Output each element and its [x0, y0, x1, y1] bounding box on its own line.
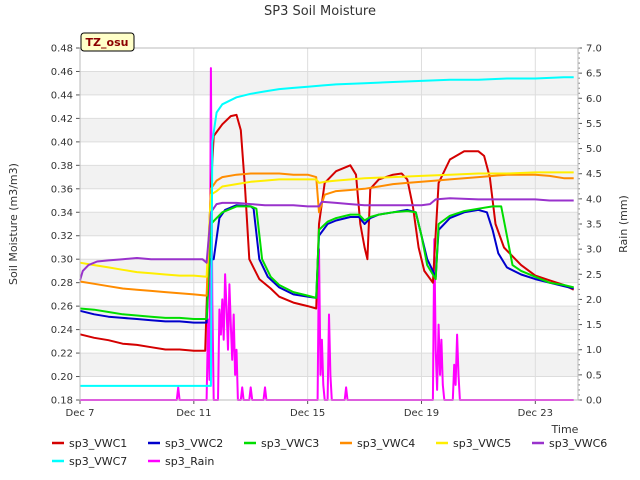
y-tick-label: 0.20 [51, 372, 73, 383]
y2-tick-label: 6.0 [586, 94, 602, 105]
y2-tick-label: 5.0 [586, 144, 602, 155]
y2-tick-label: 7.0 [586, 44, 602, 55]
y2-tick-label: 0.0 [586, 396, 602, 407]
x-tick-label: Dec 23 [518, 408, 553, 419]
series-line-sp3-vwc4 [79, 172, 574, 297]
x-tick-label: Dec 11 [176, 408, 211, 419]
y-tick-label: 0.46 [51, 67, 73, 78]
station-badge-label: TZ_osu [86, 36, 129, 49]
y-tick-label: 0.22 [51, 349, 73, 360]
y-tick-label: 0.18 [51, 396, 73, 407]
y-tick-label: 0.44 [51, 90, 73, 101]
series-line-sp3-vwc7 [80, 76, 574, 387]
y-tick-label: 0.28 [51, 278, 73, 289]
grid-band [80, 188, 578, 213]
y2-tick-label: 5.5 [586, 119, 602, 130]
legend-label: sp3_VWC6 [549, 437, 607, 450]
series-lines [79, 67, 575, 401]
y2-tick-label: 6.5 [586, 69, 602, 80]
x-tick-label: Dec 19 [404, 408, 439, 419]
y2-tick-label: 3.5 [586, 220, 602, 231]
series-line-sp3-vwc1 [79, 113, 575, 352]
grid-band [80, 376, 578, 400]
y-tick-label: 0.48 [51, 44, 73, 55]
y2-tick-label: 4.0 [586, 194, 602, 205]
series-line-sp3-vwc6 [79, 197, 574, 281]
chart-title: SP3 Soil Moisture [264, 4, 376, 19]
legend-label: sp3_VWC3 [261, 437, 319, 450]
y-tick-label: 0.38 [51, 161, 73, 172]
grid-band [80, 118, 578, 142]
y2-tick-label: 0.5 [586, 370, 602, 381]
x-axis-label: Time [551, 423, 579, 436]
legend-label: sp3_VWC4 [357, 437, 415, 450]
series-line-sp3-vwc2 [79, 204, 574, 324]
y-tick-label: 0.34 [51, 208, 73, 219]
legend: sp3_VWC1 sp3_VWC2 sp3_VWC3 sp3_VWC4 sp3_VWC5… [52, 437, 607, 468]
grid-band [80, 235, 578, 260]
y-tick-label: 0.24 [51, 325, 73, 336]
y2-tick-label: 2.5 [586, 270, 602, 281]
grid-band [80, 48, 578, 72]
legend-label: sp3_VWC1 [69, 437, 127, 450]
y-tick-label: 0.30 [51, 255, 73, 266]
y2-tick-label: 4.5 [586, 169, 602, 180]
grid-band [80, 71, 578, 95]
y2-tick-label: 1.5 [586, 320, 602, 331]
y-tick-label: 0.36 [51, 184, 73, 195]
plot-frame [79, 47, 579, 401]
legend-label: sp3_VWC2 [165, 437, 223, 450]
station-badge: TZ_osu [80, 32, 135, 52]
series-line-sp3-vwc3 [79, 205, 574, 320]
y-axis-ticks: 0.18 0.20 0.22 0.24 0.26 0.28 0.30 0.32 0.34 0.36… [51, 44, 80, 407]
y-tick-label: 0.40 [51, 137, 73, 148]
grid-band [80, 282, 578, 307]
grid-band [80, 141, 578, 166]
x-tick-label: Dec 15 [290, 408, 325, 419]
y2-tick-label: 1.0 [586, 345, 602, 356]
y-tick-label: 0.32 [51, 231, 73, 242]
x-tick-label: Dec 7 [66, 408, 95, 419]
series-line-sp3-vwc5 [79, 171, 574, 278]
y-tick-label: 0.42 [51, 114, 73, 125]
y2-axis-ticks: 0.0 0.5 1.0 1.5 2.0 2.5 3.0 3.5 4.0 4.5 5.0 5.5 6.0 6… [578, 44, 602, 407]
legend-label: sp3_Rain [165, 455, 214, 468]
y2-tick-label: 3.0 [586, 245, 602, 256]
grid-band [80, 94, 578, 119]
y-tick-label: 0.26 [51, 302, 73, 313]
y2-axis-label: Rain (mm) [617, 195, 630, 253]
legend-label: sp3_VWC7 [69, 455, 127, 468]
legend-label: sp3_VWC5 [453, 437, 511, 450]
x-axis-ticks: Dec 7 Dec 11 Dec 15 Dec 19 Dec 23 [66, 400, 553, 419]
y2-tick-label: 2.0 [586, 295, 602, 306]
y-axis-label: Soil Moisture (m3/m3) [7, 163, 20, 285]
